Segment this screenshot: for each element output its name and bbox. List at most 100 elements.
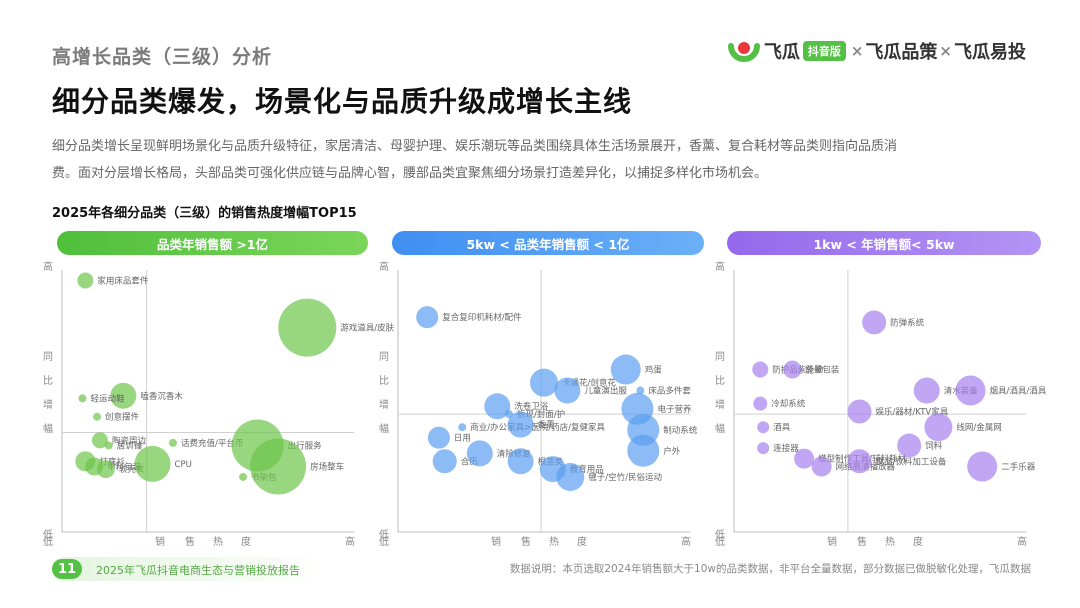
x-axis-label: 售 <box>857 535 867 548</box>
segment-pill-50m-100m: 5kw < 品类年销售额 < 1亿 <box>392 231 704 255</box>
data-point-label: 甲料包装 <box>107 462 142 473</box>
segment-pill-10m-50m: 1kw < 年销售额< 5kw <box>727 231 1041 255</box>
data-point <box>967 451 998 482</box>
data-point-label: 家用床品套件 <box>97 275 149 286</box>
data-point-label: 商业/办公家具>医院/药店/复健家具 <box>470 422 605 433</box>
data-point-label: 游戏道具/皮肤 <box>340 323 394 334</box>
data-point-label: 话费充值/平台币 <box>181 438 243 449</box>
data-point-label: 打底衫 <box>99 456 125 467</box>
data-point-label: 鸡蛋 <box>645 365 663 376</box>
data-point-label: 食品/饮料加工设备 <box>876 456 947 467</box>
segment-pill-above-100m: 品类年销售额 >1亿 <box>57 231 368 255</box>
intro-paragraph-line: 细分品类增长呈现鲜明场景化与品质升级特征，家居清洁、母婴护理、娱乐潮玩等品类围绕… <box>52 139 898 154</box>
page-number: 11 <box>52 559 82 579</box>
y-axis-label: 同 <box>379 351 389 363</box>
x-axis-label: 度 <box>577 535 587 548</box>
data-point <box>93 412 102 421</box>
x-axis-label: 度 <box>241 535 251 548</box>
x-axis-label: 售 <box>521 535 531 548</box>
y-axis-label: 幅 <box>715 422 725 435</box>
y-axis-label: 低 <box>43 528 53 541</box>
data-point <box>913 377 940 404</box>
data-point <box>484 393 511 420</box>
x-axis-label: 度 <box>913 535 923 548</box>
data-point <box>636 386 645 395</box>
data-point-label: 香薰 <box>538 420 555 431</box>
data-point <box>250 438 307 495</box>
data-point <box>134 445 171 482</box>
brand-name-yitou: 飞瓜易投 <box>954 42 1026 63</box>
data-point-label: CPU <box>175 460 192 470</box>
brand-name-feigua: 飞瓜 <box>763 42 800 63</box>
data-point <box>752 361 769 378</box>
scatter-panel-3: 高同比增幅低低销售热度高防弹系统防护品紫外物能量包装冷却系统清水装备烟具/酒具/… <box>714 260 1047 548</box>
x-axis-label: 高 <box>1017 535 1027 548</box>
data-point <box>91 432 108 449</box>
section-label: 高增长品类（三级）分析 <box>52 46 273 68</box>
footer-bar <box>52 557 320 581</box>
scatter-chart-3: 高同比增幅低低销售热度高防弹系统防护品紫外物能量包装冷却系统清水装备烟具/酒具/… <box>715 260 1047 548</box>
data-point-label: 能量包装 <box>805 365 840 376</box>
data-point <box>811 456 832 477</box>
page-headline: 细分品类爆发，场景化与品质升级成增长主线 <box>52 85 633 118</box>
data-point-label: 日用 <box>454 434 471 444</box>
data-point-label: 连接器 <box>773 443 799 454</box>
data-point-label: 出行服务 <box>288 441 323 452</box>
y-axis-label: 高 <box>715 260 725 273</box>
data-point-label: 防弹系统 <box>890 317 925 328</box>
brand-logo-group: 飞瓜 抖音版 × 飞瓜品策 × 飞瓜易投 <box>727 36 1026 66</box>
x-axis-label: 销 <box>827 535 837 548</box>
data-point <box>554 377 581 404</box>
data-point <box>278 298 337 357</box>
data-point <box>427 426 450 449</box>
data-point <box>77 272 94 289</box>
data-point-label: 合历 <box>461 456 479 467</box>
data-point-label: 复合复印机耗材/配件 <box>442 312 522 323</box>
data-point-label: 轻运动鞋 <box>90 393 125 404</box>
data-point <box>466 440 493 467</box>
data-point <box>78 394 87 403</box>
data-point <box>627 434 660 467</box>
x-axis-label: 售 <box>185 535 195 548</box>
brand-separator: × <box>850 42 864 60</box>
x-axis-label: 高 <box>681 535 691 548</box>
data-point <box>239 472 248 481</box>
intro-paragraph-line: 费。面对分层增长格局，头部品类可强化供应链与品牌心智，腰部品类宜聚焦细分场景打造… <box>52 166 768 181</box>
data-point-label: 洗卷卫浴 <box>514 401 549 412</box>
y-axis-label: 高 <box>43 260 53 273</box>
data-point-label: 折现/封面/护 <box>517 409 565 420</box>
data-point-label: 制动系统 <box>663 425 698 436</box>
data-point <box>416 306 439 329</box>
data-point-label: 儿童演出服 <box>584 386 627 397</box>
y-axis-label: 增 <box>43 398 53 411</box>
x-axis-label: 热 <box>213 535 223 548</box>
data-point <box>783 360 802 379</box>
data-point <box>794 448 815 469</box>
y-axis-label: 同 <box>715 351 725 363</box>
scatter-panel-1: 高同比增幅低低销售热度高家用床品套件 游戏道具/皮肤 嗑香沉香木 轻运动鞋 创意摆件 陶瓷… <box>42 260 395 548</box>
data-point-label: 居训锤 <box>117 441 143 452</box>
scatter-chart-2: 高同比增幅低低销售热度高复合复印机耗材/配件卡通花/创意花儿童演出服鸡蛋床品多件… <box>379 260 698 548</box>
data-point-label: 嗑香沉香木 <box>140 391 183 402</box>
x-axis-label: 低 <box>43 535 53 548</box>
scatter-chart-1: 高同比增幅低低销售热度高家用床品套件游戏道具/皮肤嗑香沉香木轻运动鞋创意摆件陶瓷… <box>43 260 395 548</box>
x-axis-label: 高 <box>345 535 355 548</box>
data-point-label: 教育用品 <box>570 464 604 475</box>
y-axis-label: 低 <box>379 528 389 541</box>
data-point-label: 冷却系统 <box>771 399 806 410</box>
data-note: 数据说明：本页选取2024年销售额大于10w的品类数据，非平台全量数据，部分数据… <box>509 563 1031 575</box>
data-point-label: 娱乐/器材/KTV家具 <box>876 406 949 417</box>
x-axis-label: 低 <box>379 535 389 548</box>
data-point <box>110 382 137 409</box>
data-point <box>955 375 986 406</box>
data-point <box>753 396 768 411</box>
y-axis-label: 增 <box>715 398 725 411</box>
data-point-label: 创意摆件 <box>105 412 140 423</box>
data-point-label: 床品多件套 <box>648 386 691 397</box>
data-point <box>610 354 641 385</box>
data-point <box>104 441 113 450</box>
y-axis-label: 幅 <box>43 422 53 435</box>
data-point <box>757 421 770 434</box>
y-axis-label: 低 <box>715 528 725 541</box>
data-point-label: 饲料 <box>925 441 943 452</box>
